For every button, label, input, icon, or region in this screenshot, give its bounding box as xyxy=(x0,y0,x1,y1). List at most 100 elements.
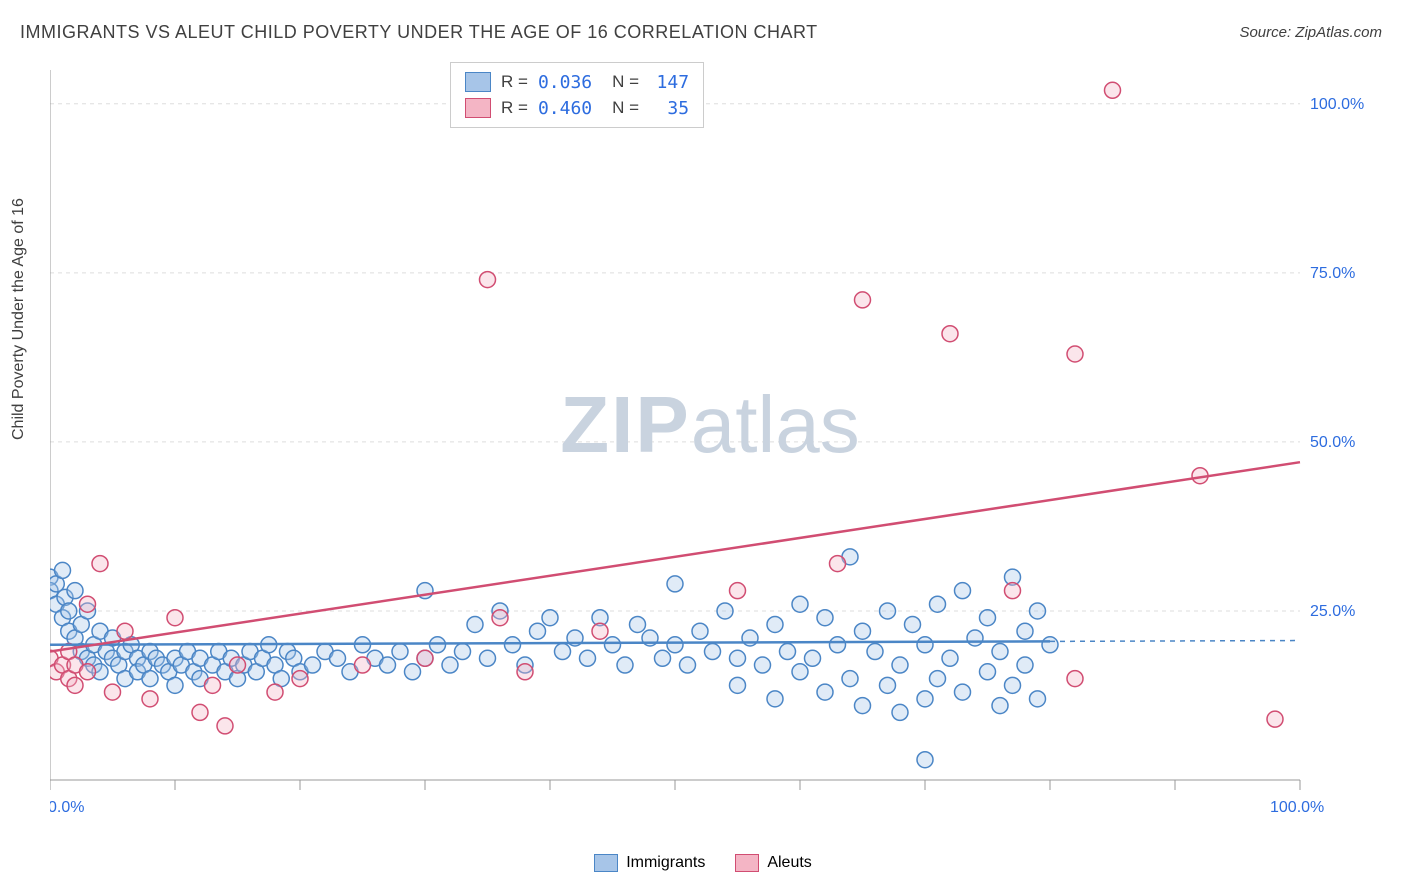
legend-swatch xyxy=(594,854,618,872)
legend-swatch xyxy=(735,854,759,872)
data-point xyxy=(417,650,433,666)
data-point xyxy=(505,637,521,653)
data-point xyxy=(405,664,421,680)
data-point xyxy=(767,616,783,632)
data-point xyxy=(142,691,158,707)
data-point xyxy=(1042,637,1058,653)
data-point xyxy=(730,583,746,599)
data-point xyxy=(930,596,946,612)
data-point xyxy=(530,623,546,639)
data-point xyxy=(842,671,858,687)
y-tick-label: 25.0% xyxy=(1310,603,1355,620)
data-point xyxy=(930,671,946,687)
chart-svg: 25.0%50.0%75.0%100.0%0.0%100.0% xyxy=(50,60,1370,820)
data-point xyxy=(455,644,471,660)
legend-n-value: 147 xyxy=(649,72,689,93)
data-point xyxy=(942,650,958,666)
data-point xyxy=(542,610,558,626)
data-point xyxy=(805,650,821,666)
data-point xyxy=(1067,346,1083,362)
data-point xyxy=(917,637,933,653)
data-point xyxy=(705,644,721,660)
data-point xyxy=(992,698,1008,714)
plot-area: 25.0%50.0%75.0%100.0%0.0%100.0% ZIPatlas xyxy=(50,60,1370,820)
data-point xyxy=(880,677,896,693)
data-point xyxy=(667,637,683,653)
data-point xyxy=(167,610,183,626)
data-point xyxy=(92,556,108,572)
legend-series-label: Immigrants xyxy=(626,854,705,872)
source-label: Source: ZipAtlas.com xyxy=(1239,24,1382,41)
legend-stats: R =0.036N =147R =0.460N =35 xyxy=(450,62,704,128)
data-point xyxy=(1005,677,1021,693)
data-point xyxy=(617,657,633,673)
data-point xyxy=(292,671,308,687)
data-point xyxy=(380,657,396,673)
y-tick-label: 50.0% xyxy=(1310,434,1355,451)
data-point xyxy=(492,610,508,626)
x-tick-label: 100.0% xyxy=(1270,799,1324,816)
data-point xyxy=(205,677,221,693)
legend-stats-row: R =0.460N =35 xyxy=(465,95,689,121)
data-point xyxy=(442,657,458,673)
legend-swatch xyxy=(465,72,491,92)
data-point xyxy=(817,684,833,700)
data-point xyxy=(792,664,808,680)
legend-series-item: Aleuts xyxy=(735,854,811,872)
data-point xyxy=(830,556,846,572)
data-point xyxy=(955,583,971,599)
data-point xyxy=(192,704,208,720)
data-point xyxy=(667,576,683,592)
data-point xyxy=(967,630,983,646)
data-point xyxy=(917,691,933,707)
data-point xyxy=(1267,711,1283,727)
data-point xyxy=(730,650,746,666)
data-point xyxy=(980,664,996,680)
legend-n-value: 35 xyxy=(649,98,689,119)
data-point xyxy=(555,644,571,660)
data-point xyxy=(430,637,446,653)
y-axis-label: Child Poverty Under the Age of 16 xyxy=(10,198,28,440)
data-point xyxy=(67,583,83,599)
data-point xyxy=(630,616,646,632)
data-point xyxy=(592,623,608,639)
data-point xyxy=(867,644,883,660)
legend-series: Immigrants Aleuts xyxy=(0,854,1406,872)
data-point xyxy=(392,644,408,660)
data-point xyxy=(217,718,233,734)
data-point xyxy=(992,644,1008,660)
data-point xyxy=(942,326,958,342)
data-point xyxy=(1005,583,1021,599)
data-point xyxy=(80,664,96,680)
y-tick-label: 100.0% xyxy=(1310,96,1364,113)
data-point xyxy=(692,623,708,639)
data-point xyxy=(330,650,346,666)
legend-r-label: R = xyxy=(501,98,528,118)
data-point xyxy=(680,657,696,673)
trend-line xyxy=(50,641,1050,644)
data-point xyxy=(117,623,133,639)
data-point xyxy=(880,603,896,619)
legend-series-item: Immigrants xyxy=(594,854,705,872)
data-point xyxy=(1105,82,1121,98)
legend-r-value: 0.036 xyxy=(538,72,592,93)
data-point xyxy=(1030,691,1046,707)
trend-line xyxy=(50,462,1300,651)
trend-line-extrapolated xyxy=(1050,641,1300,642)
data-point xyxy=(830,637,846,653)
data-point xyxy=(905,616,921,632)
data-point xyxy=(480,272,496,288)
data-point xyxy=(717,603,733,619)
data-point xyxy=(267,684,283,700)
data-point xyxy=(355,657,371,673)
data-point xyxy=(467,616,483,632)
data-point xyxy=(167,677,183,693)
data-point xyxy=(230,657,246,673)
data-point xyxy=(655,650,671,666)
data-point xyxy=(305,657,321,673)
data-point xyxy=(855,292,871,308)
data-point xyxy=(817,610,833,626)
data-point xyxy=(767,691,783,707)
data-point xyxy=(755,657,771,673)
data-point xyxy=(1017,623,1033,639)
